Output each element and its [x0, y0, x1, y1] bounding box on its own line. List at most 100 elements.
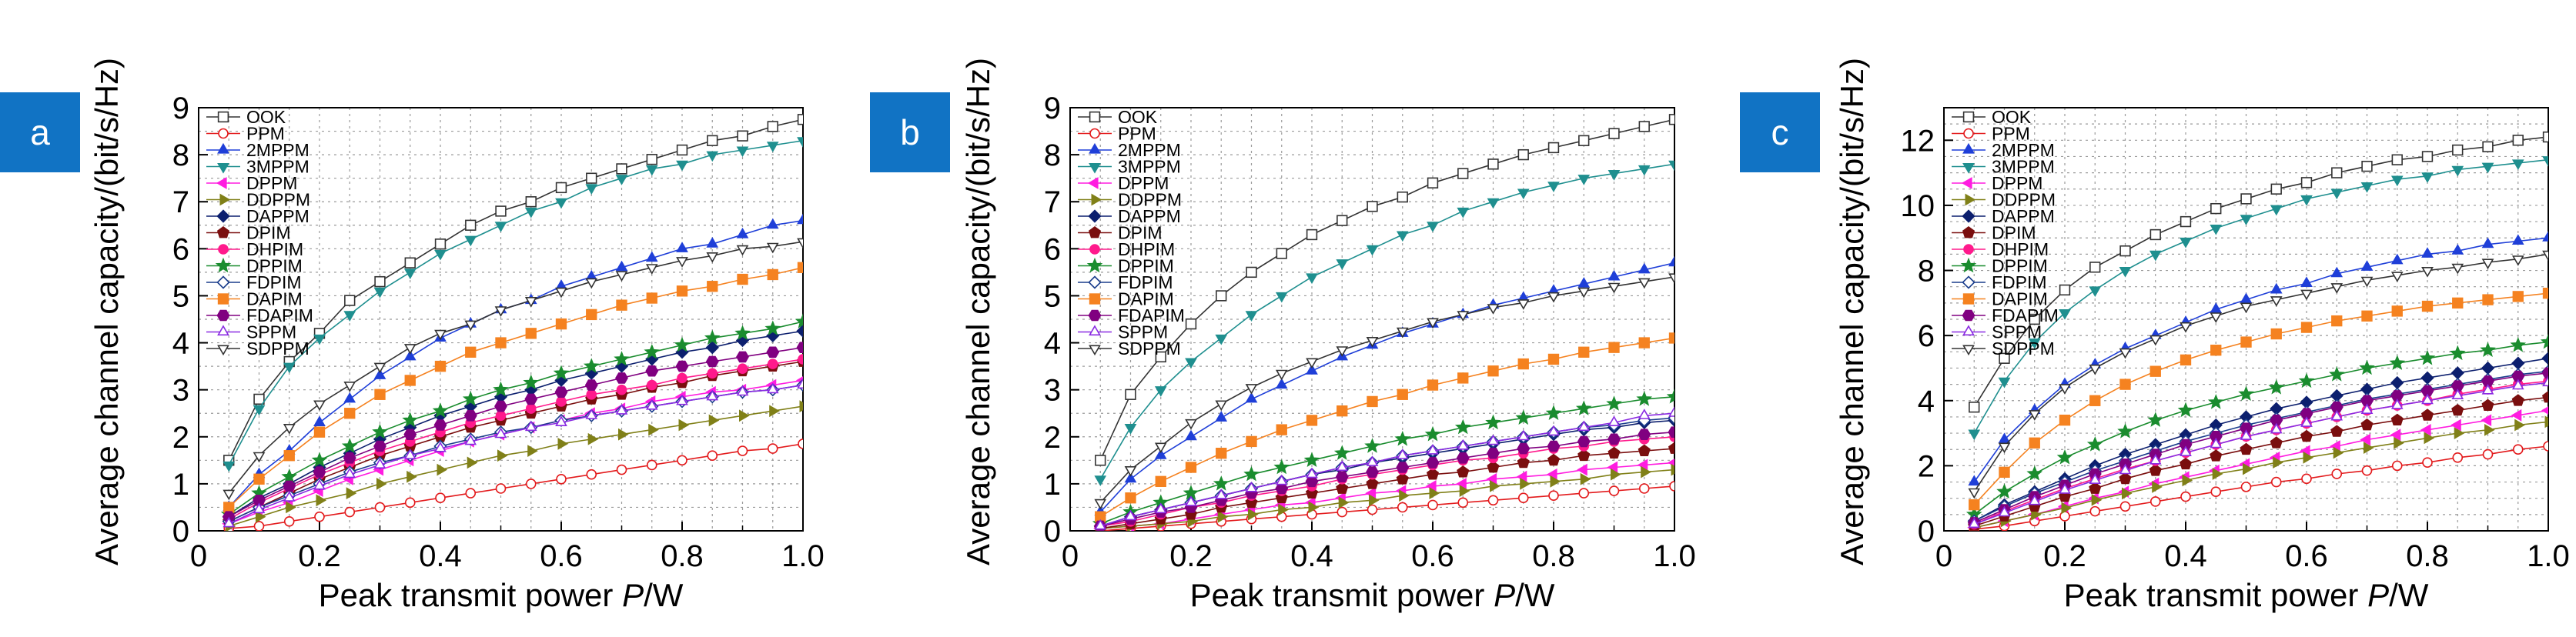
- series-dppm: [222, 376, 803, 530]
- series-ddppm: [225, 400, 803, 531]
- data-point: [1457, 497, 1469, 509]
- data-point: [1998, 432, 2011, 444]
- data-point: [313, 400, 326, 412]
- legend: OOKPPM2MPPM3MPPMDPPMDDPPMDAPPMDPIMDHPIMD…: [1078, 107, 1185, 359]
- legend-label: SPPM: [246, 322, 296, 342]
- data-point: [2240, 442, 2253, 455]
- data-point: [1456, 452, 1470, 464]
- data-point: [2059, 482, 2071, 494]
- data-point: [2452, 297, 2464, 309]
- data-point: [1548, 490, 1559, 501]
- data-point: [1095, 455, 1106, 466]
- data-point: [2359, 359, 2375, 375]
- data-point: [587, 432, 599, 445]
- data-point: [494, 427, 507, 439]
- series-ppm: [1969, 441, 2548, 531]
- data-point: [523, 374, 540, 390]
- series-line: [1973, 380, 2548, 525]
- series-3mppm: [1968, 156, 2548, 441]
- y-tick-label: 1: [172, 468, 189, 502]
- legend-marker: [1965, 193, 1976, 206]
- data-point: [1305, 475, 1319, 488]
- data-point: [556, 473, 567, 485]
- y-tick-label: 9: [172, 92, 189, 125]
- data-point: [2300, 322, 2313, 333]
- data-point: [1668, 426, 1674, 439]
- data-point: [2512, 291, 2524, 302]
- data-point: [2270, 476, 2282, 488]
- data-point: [1485, 414, 1501, 430]
- data-point: [2270, 414, 2283, 426]
- data-point: [1968, 475, 1981, 486]
- data-point: [705, 355, 719, 368]
- data-point: [525, 328, 537, 339]
- data-point: [2360, 433, 2371, 446]
- data-point: [2210, 449, 2223, 462]
- data-point: [644, 344, 661, 359]
- data-point: [1154, 442, 1167, 454]
- data-point: [676, 394, 688, 405]
- data-point: [1336, 460, 1349, 472]
- data-point: [434, 249, 447, 261]
- legend-marker: [1962, 226, 1975, 238]
- data-point: [2212, 468, 2223, 480]
- data-point: [645, 251, 658, 262]
- data-point: [1638, 337, 1650, 349]
- data-point: [1998, 377, 2011, 389]
- data-point: [1366, 245, 1379, 256]
- data-point: [1638, 409, 1651, 419]
- legend-label: PPM: [246, 124, 285, 144]
- data-point: [1366, 466, 1379, 478]
- data-point: [2210, 345, 2222, 356]
- data-point: [2122, 487, 2133, 500]
- legend-marker: [216, 309, 230, 322]
- data-point: [2240, 292, 2253, 304]
- data-point: [2270, 422, 2283, 434]
- y-tick-label: 2: [1918, 449, 1935, 483]
- legend-marker: [1089, 128, 1100, 139]
- data-point: [2209, 430, 2223, 442]
- data-point: [2364, 442, 2374, 454]
- x-tick-label: 0.2: [2043, 539, 2086, 573]
- data-point: [2089, 286, 2102, 298]
- x-axis-label: Peak transmit power P/W: [2064, 577, 2429, 613]
- data-point: [1577, 277, 1591, 288]
- data-point: [494, 306, 507, 317]
- x-axis-label: Peak transmit power P/W: [319, 577, 684, 613]
- data-point: [1125, 389, 1136, 400]
- data-point: [2149, 228, 2161, 241]
- data-point: [1394, 431, 1411, 446]
- data-point: [1668, 406, 1674, 417]
- data-point: [1547, 182, 1560, 192]
- data-point: [1185, 358, 1197, 369]
- data-point: [404, 257, 416, 268]
- data-point: [1185, 462, 1197, 473]
- data-point: [1366, 477, 1379, 489]
- data-point: [2421, 393, 2434, 405]
- data-point: [1999, 466, 2010, 479]
- series-dappm: [1093, 413, 1674, 531]
- data-point: [1669, 481, 1674, 492]
- data-point: [1578, 346, 1590, 358]
- data-point: [2303, 451, 2314, 464]
- data-point: [2056, 449, 2073, 465]
- data-point: [1335, 471, 1349, 483]
- data-point: [253, 494, 266, 506]
- data-point: [253, 452, 266, 463]
- legend-marker: [1089, 163, 1101, 174]
- data-point: [646, 379, 657, 391]
- data-point: [2451, 165, 2464, 177]
- data-point: [586, 389, 597, 400]
- data-point: [555, 318, 567, 330]
- series-ppm: [223, 439, 803, 531]
- data-point: [2330, 409, 2343, 421]
- data-point: [2484, 424, 2495, 436]
- data-point: [1124, 423, 1137, 435]
- x-tick-label: 0.8: [2406, 539, 2449, 573]
- data-point: [2511, 409, 2522, 422]
- data-point: [1577, 420, 1591, 432]
- data-point: [674, 336, 691, 352]
- data-point: [2240, 429, 2253, 440]
- data-point: [497, 449, 508, 462]
- data-point: [1426, 457, 1440, 469]
